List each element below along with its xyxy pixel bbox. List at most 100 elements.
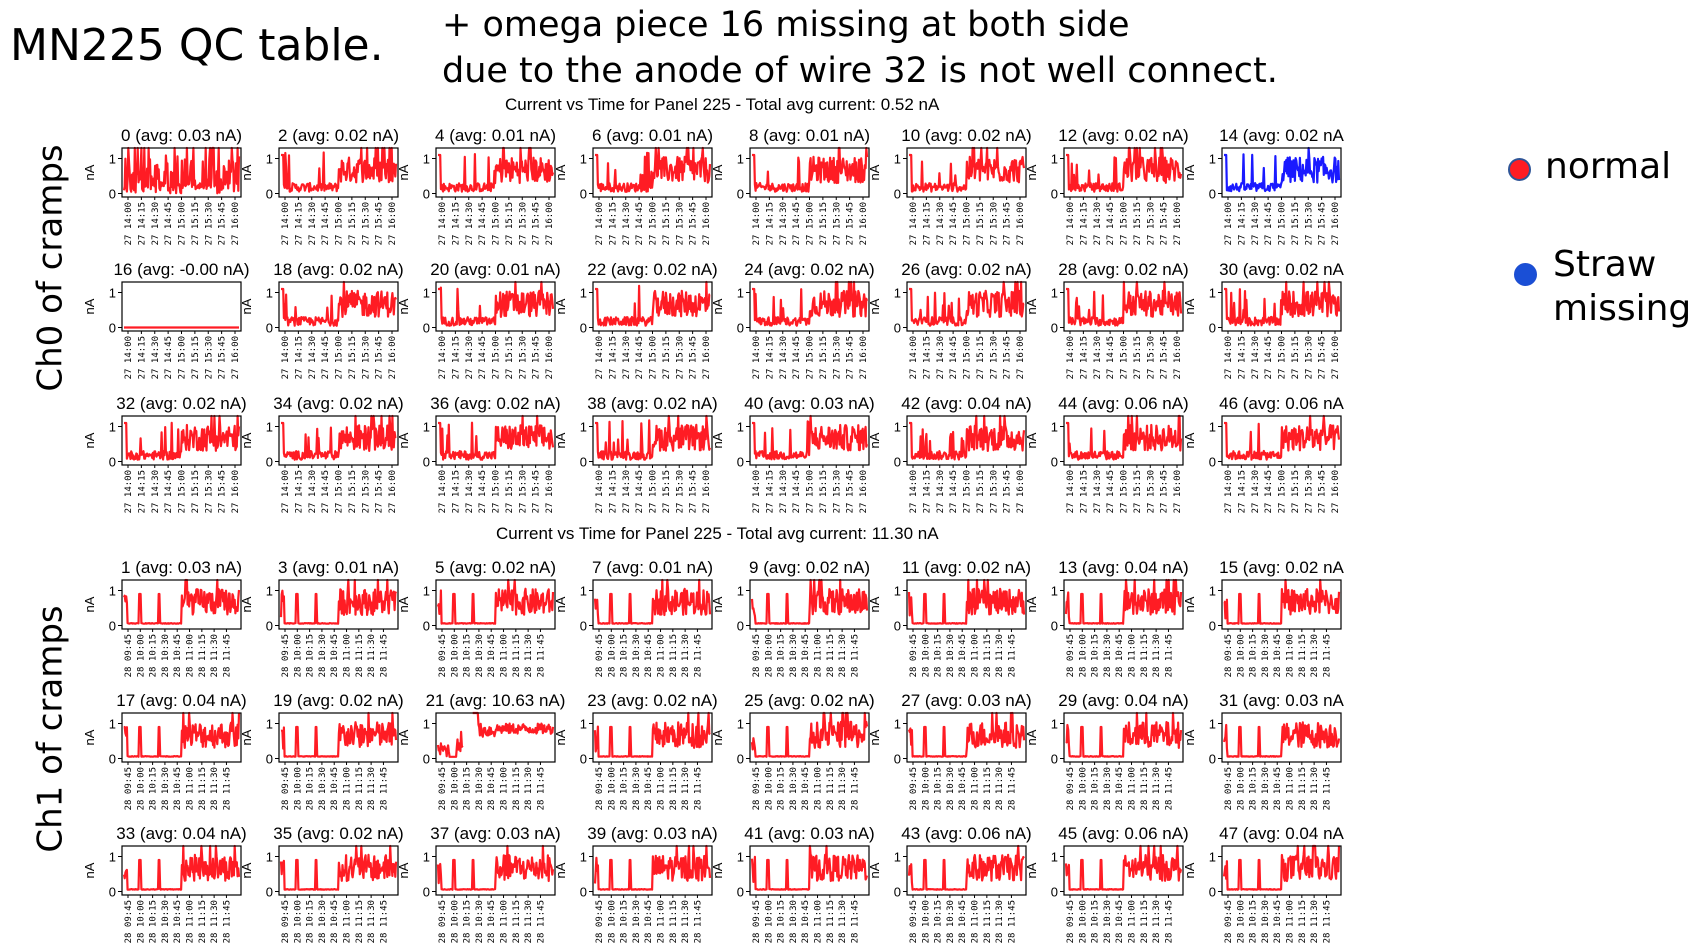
- x-tick-label: 28 11:45: [1164, 767, 1174, 810]
- x-tick-label: 27 15:00: [649, 336, 659, 379]
- x-tick-label: 27 15:00: [963, 336, 973, 379]
- x-tick-label: 27 14:30: [1251, 470, 1261, 513]
- x-tick-label: 27 15:45: [218, 336, 228, 379]
- series-line: [1065, 280, 1183, 327]
- x-tick-label: 28 10:30: [632, 767, 642, 810]
- x-tick-label: 28 11:30: [681, 634, 691, 677]
- x-tick-label: 28 10:45: [173, 634, 183, 677]
- y-tick-label: 1: [1209, 420, 1216, 435]
- plot-frame: [1221, 845, 1342, 896]
- x-tick-label: 28 11:00: [814, 767, 824, 810]
- series-line: [1223, 414, 1341, 461]
- legend-label-missing-text: Straw missing: [1553, 244, 1692, 329]
- y-tick-label: 1: [894, 420, 901, 435]
- x-tick-label: 28 10:45: [644, 900, 654, 943]
- x-tick-label: 28 11:15: [669, 767, 679, 810]
- panel: 36 (avg: 0.02 nA) 0 1 nA 27 14:00 27 14:15 27 …: [396, 394, 561, 513]
- panel-title: 12 (avg: 0.02 nA): [1058, 126, 1188, 145]
- y-tick-label: 0: [894, 885, 901, 900]
- y-axis-label: nA: [1182, 164, 1197, 180]
- series-line: [279, 578, 398, 625]
- x-tick-label: 27 14:45: [478, 336, 488, 379]
- x-tick-label: 27 14:15: [922, 336, 932, 379]
- y-tick-label: 0: [580, 455, 587, 470]
- y-tick-label: 0: [580, 885, 587, 900]
- panel-title: 14 (avg: 0.02 nA: [1219, 126, 1344, 145]
- x-tick-label: 28 10:30: [1261, 767, 1271, 810]
- x-tick-label: 27 15:30: [361, 470, 371, 513]
- x-tick-label: 27 14:00: [1066, 336, 1076, 379]
- y-axis-label: nA: [1024, 432, 1039, 448]
- x-tick-label: 27 14:00: [281, 202, 291, 245]
- x-tick-label: 28 09:45: [752, 900, 762, 943]
- x-tick-label: 27 16:00: [231, 470, 241, 513]
- x-tick-label: 27 14:45: [1106, 202, 1116, 245]
- x-tick-label: 27 14:45: [949, 470, 959, 513]
- x-tick-label: 28 11:45: [693, 634, 703, 677]
- y-tick-label: 1: [109, 584, 116, 599]
- x-tick-label: 27 16:00: [702, 202, 712, 245]
- panel-title: 7 (avg: 0.01 nA): [592, 558, 713, 577]
- x-tick-label: 27 14:15: [137, 336, 147, 379]
- y-tick-label: 0: [737, 321, 744, 336]
- y-axis-label: nA: [867, 729, 882, 745]
- y-axis-label: nA: [239, 729, 254, 745]
- y-tick-label: 1: [423, 584, 430, 599]
- x-tick-label: 27 16:00: [702, 336, 712, 379]
- x-tick-label: 28 11:45: [850, 634, 860, 677]
- x-tick-label: 28 11:45: [850, 767, 860, 810]
- x-tick-label: 28 11:15: [826, 900, 836, 943]
- x-tick-label: 28 10:00: [607, 900, 617, 943]
- plot-frame: [1063, 579, 1184, 630]
- x-tick-label: 28 10:45: [958, 767, 968, 810]
- y-axis-label: nA: [239, 432, 254, 448]
- x-tick-label: 28 10:15: [1091, 767, 1101, 810]
- y-tick-label: 0: [737, 455, 744, 470]
- panel: 20 (avg: 0.01 nA) 0 1 nA 27 14:00 27 14:15 27 …: [396, 260, 561, 379]
- x-tick-label: 27 14:15: [608, 202, 618, 245]
- legend-label-normal: normal: [1545, 146, 1672, 187]
- y-tick-label: 0: [266, 455, 273, 470]
- plot-frame: [1221, 579, 1342, 630]
- x-tick-label: 27 14:30: [936, 470, 946, 513]
- x-tick-label: 27 15:30: [832, 336, 842, 379]
- y-tick-label: 1: [894, 850, 901, 865]
- x-tick-label: 28 10:15: [777, 900, 787, 943]
- panel-title: 8 (avg: 0.01 nA): [749, 126, 870, 145]
- y-tick-label: 0: [1051, 885, 1058, 900]
- y-axis-label: nA: [867, 596, 882, 612]
- panel-title: 20 (avg: 0.01 nA): [430, 260, 560, 279]
- y-tick-label: 1: [737, 152, 744, 167]
- x-tick-label: 28 10:45: [330, 900, 340, 943]
- x-tick-label: 28 11:30: [210, 900, 220, 943]
- y-tick-label: 1: [737, 850, 744, 865]
- y-tick-label: 1: [1051, 717, 1058, 732]
- x-tick-label: 28 11:45: [1322, 900, 1332, 943]
- panel-title: 25 (avg: 0.02 nA): [744, 691, 874, 710]
- x-tick-label: 28 10:00: [764, 900, 774, 943]
- x-tick-label: 27 15:45: [532, 202, 542, 245]
- panel-title: 21 (avg: 10.63 nA): [426, 691, 566, 710]
- x-tick-label: 28 11:30: [681, 767, 691, 810]
- series-line: [280, 414, 397, 461]
- x-tick-label: 28 11:45: [1007, 767, 1017, 810]
- panel-title: 2 (avg: 0.02 nA): [278, 126, 399, 145]
- y-tick-label: 1: [423, 152, 430, 167]
- x-tick-label: 27 15:00: [335, 202, 345, 245]
- x-tick-label: 27 15:15: [662, 470, 672, 513]
- x-tick-label: 28 09:45: [752, 634, 762, 677]
- x-tick-label: 27 15:30: [1304, 470, 1314, 513]
- y-axis-label: nA: [710, 298, 725, 314]
- x-tick-label: 27 15:00: [963, 470, 973, 513]
- panel-title: 34 (avg: 0.02 nA): [273, 394, 403, 413]
- legend-dot-normal: [1508, 158, 1531, 181]
- x-tick-label: 27 14:30: [1093, 336, 1103, 379]
- y-tick-label: 0: [737, 619, 744, 634]
- panel: 28 (avg: 0.02 nA) 0 1 nA 27 14:00 27 14:15 27 …: [1024, 260, 1189, 379]
- panel-title: 31 (avg: 0.03 nA: [1219, 691, 1344, 710]
